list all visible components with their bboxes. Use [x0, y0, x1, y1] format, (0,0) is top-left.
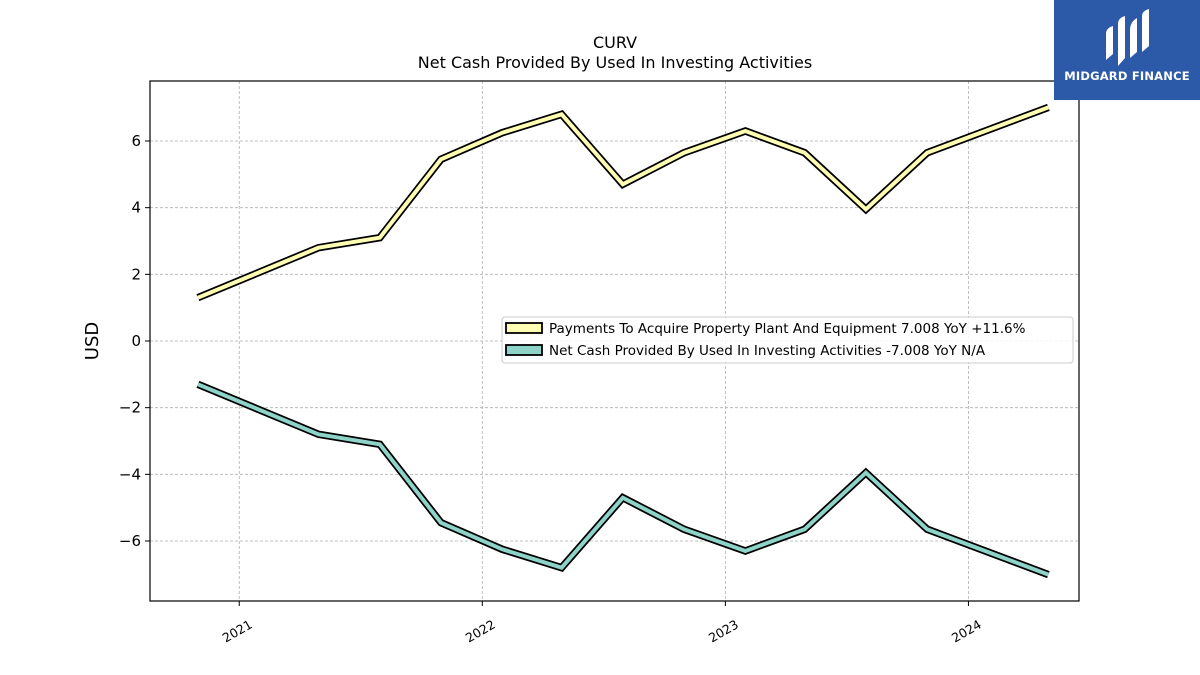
- midgard-logo-icon: [1106, 9, 1149, 66]
- brand-logo-text: MIDGARD FINANCE: [1064, 69, 1190, 83]
- y-axis-label: USD: [82, 322, 103, 360]
- legend-swatch-investing: [505, 344, 543, 356]
- y-tick-label: −4: [119, 465, 141, 483]
- y-tick-label: 4: [131, 199, 141, 217]
- y-tick-label: 6: [131, 132, 141, 150]
- legend-swatch-ppe: [505, 322, 543, 334]
- series-line-0: [197, 105, 1050, 300]
- brand-logo: MIDGARD FINANCE: [1054, 0, 1200, 100]
- x-tick-label: 2022: [463, 617, 498, 646]
- legend-label-investing: Net Cash Provided By Used In Investing A…: [549, 343, 986, 359]
- axes: −6 −4 −2 0 2 4 6 2021 2022 2023 2024: [119, 132, 984, 646]
- x-tick-label: 2024: [949, 617, 984, 646]
- y-tick-label: −2: [119, 399, 141, 417]
- legend: Payments To Acquire Property Plant And E…: [501, 316, 1074, 364]
- y-tick-label: 0: [131, 332, 141, 350]
- series-outline-0: [196, 103, 1050, 302]
- x-tick-label: 2023: [706, 617, 741, 646]
- series-outline-1: [196, 380, 1050, 579]
- chart-subtitle: Net Cash Provided By Used In Investing A…: [418, 53, 812, 72]
- y-tick-label: −6: [119, 532, 141, 550]
- series-line-1: [197, 382, 1050, 577]
- series-layer: [196, 103, 1050, 579]
- legend-label-ppe: Payments To Acquire Property Plant And E…: [549, 321, 1026, 337]
- chart-title: CURV: [593, 33, 637, 52]
- y-tick-label: 2: [131, 265, 141, 283]
- x-tick-label: 2021: [220, 617, 255, 646]
- legend-frame: [501, 316, 1074, 364]
